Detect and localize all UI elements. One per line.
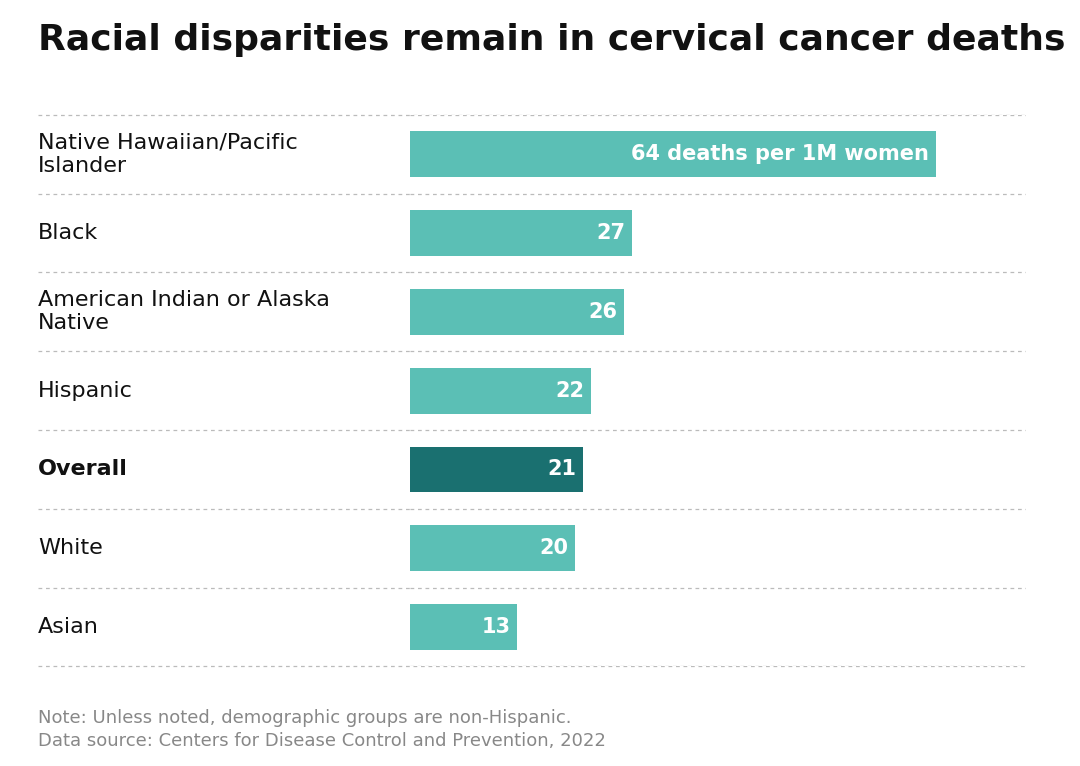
- Text: Hispanic: Hispanic: [38, 381, 133, 401]
- Bar: [410, 289, 624, 335]
- Text: 13: 13: [482, 617, 511, 637]
- Bar: [410, 368, 591, 414]
- Text: White: White: [38, 538, 103, 558]
- Text: Data source: Centers for Disease Control and Prevention, 2022: Data source: Centers for Disease Control…: [38, 732, 606, 749]
- Text: 26: 26: [589, 302, 618, 322]
- Bar: [410, 132, 935, 177]
- Text: 21: 21: [548, 460, 577, 480]
- Text: Racial disparities remain in cervical cancer deaths: Racial disparities remain in cervical ca…: [38, 23, 1065, 57]
- Text: 22: 22: [555, 381, 584, 401]
- Text: Note: Unless noted, demographic groups are non-Hispanic.: Note: Unless noted, demographic groups a…: [38, 709, 571, 726]
- Text: 20: 20: [539, 538, 568, 558]
- Text: Native Hawaiian/Pacific
Islander: Native Hawaiian/Pacific Islander: [38, 133, 298, 176]
- Text: Overall: Overall: [38, 460, 127, 480]
- Bar: [410, 604, 517, 650]
- Text: Asian: Asian: [38, 617, 98, 637]
- Text: 27: 27: [596, 223, 625, 243]
- Text: 64 deaths per 1M women: 64 deaths per 1M women: [632, 144, 929, 164]
- Text: Black: Black: [38, 223, 98, 243]
- Bar: [410, 447, 583, 493]
- Text: American Indian or Alaska
Native: American Indian or Alaska Native: [38, 290, 329, 333]
- Bar: [410, 210, 632, 256]
- Bar: [410, 525, 575, 571]
